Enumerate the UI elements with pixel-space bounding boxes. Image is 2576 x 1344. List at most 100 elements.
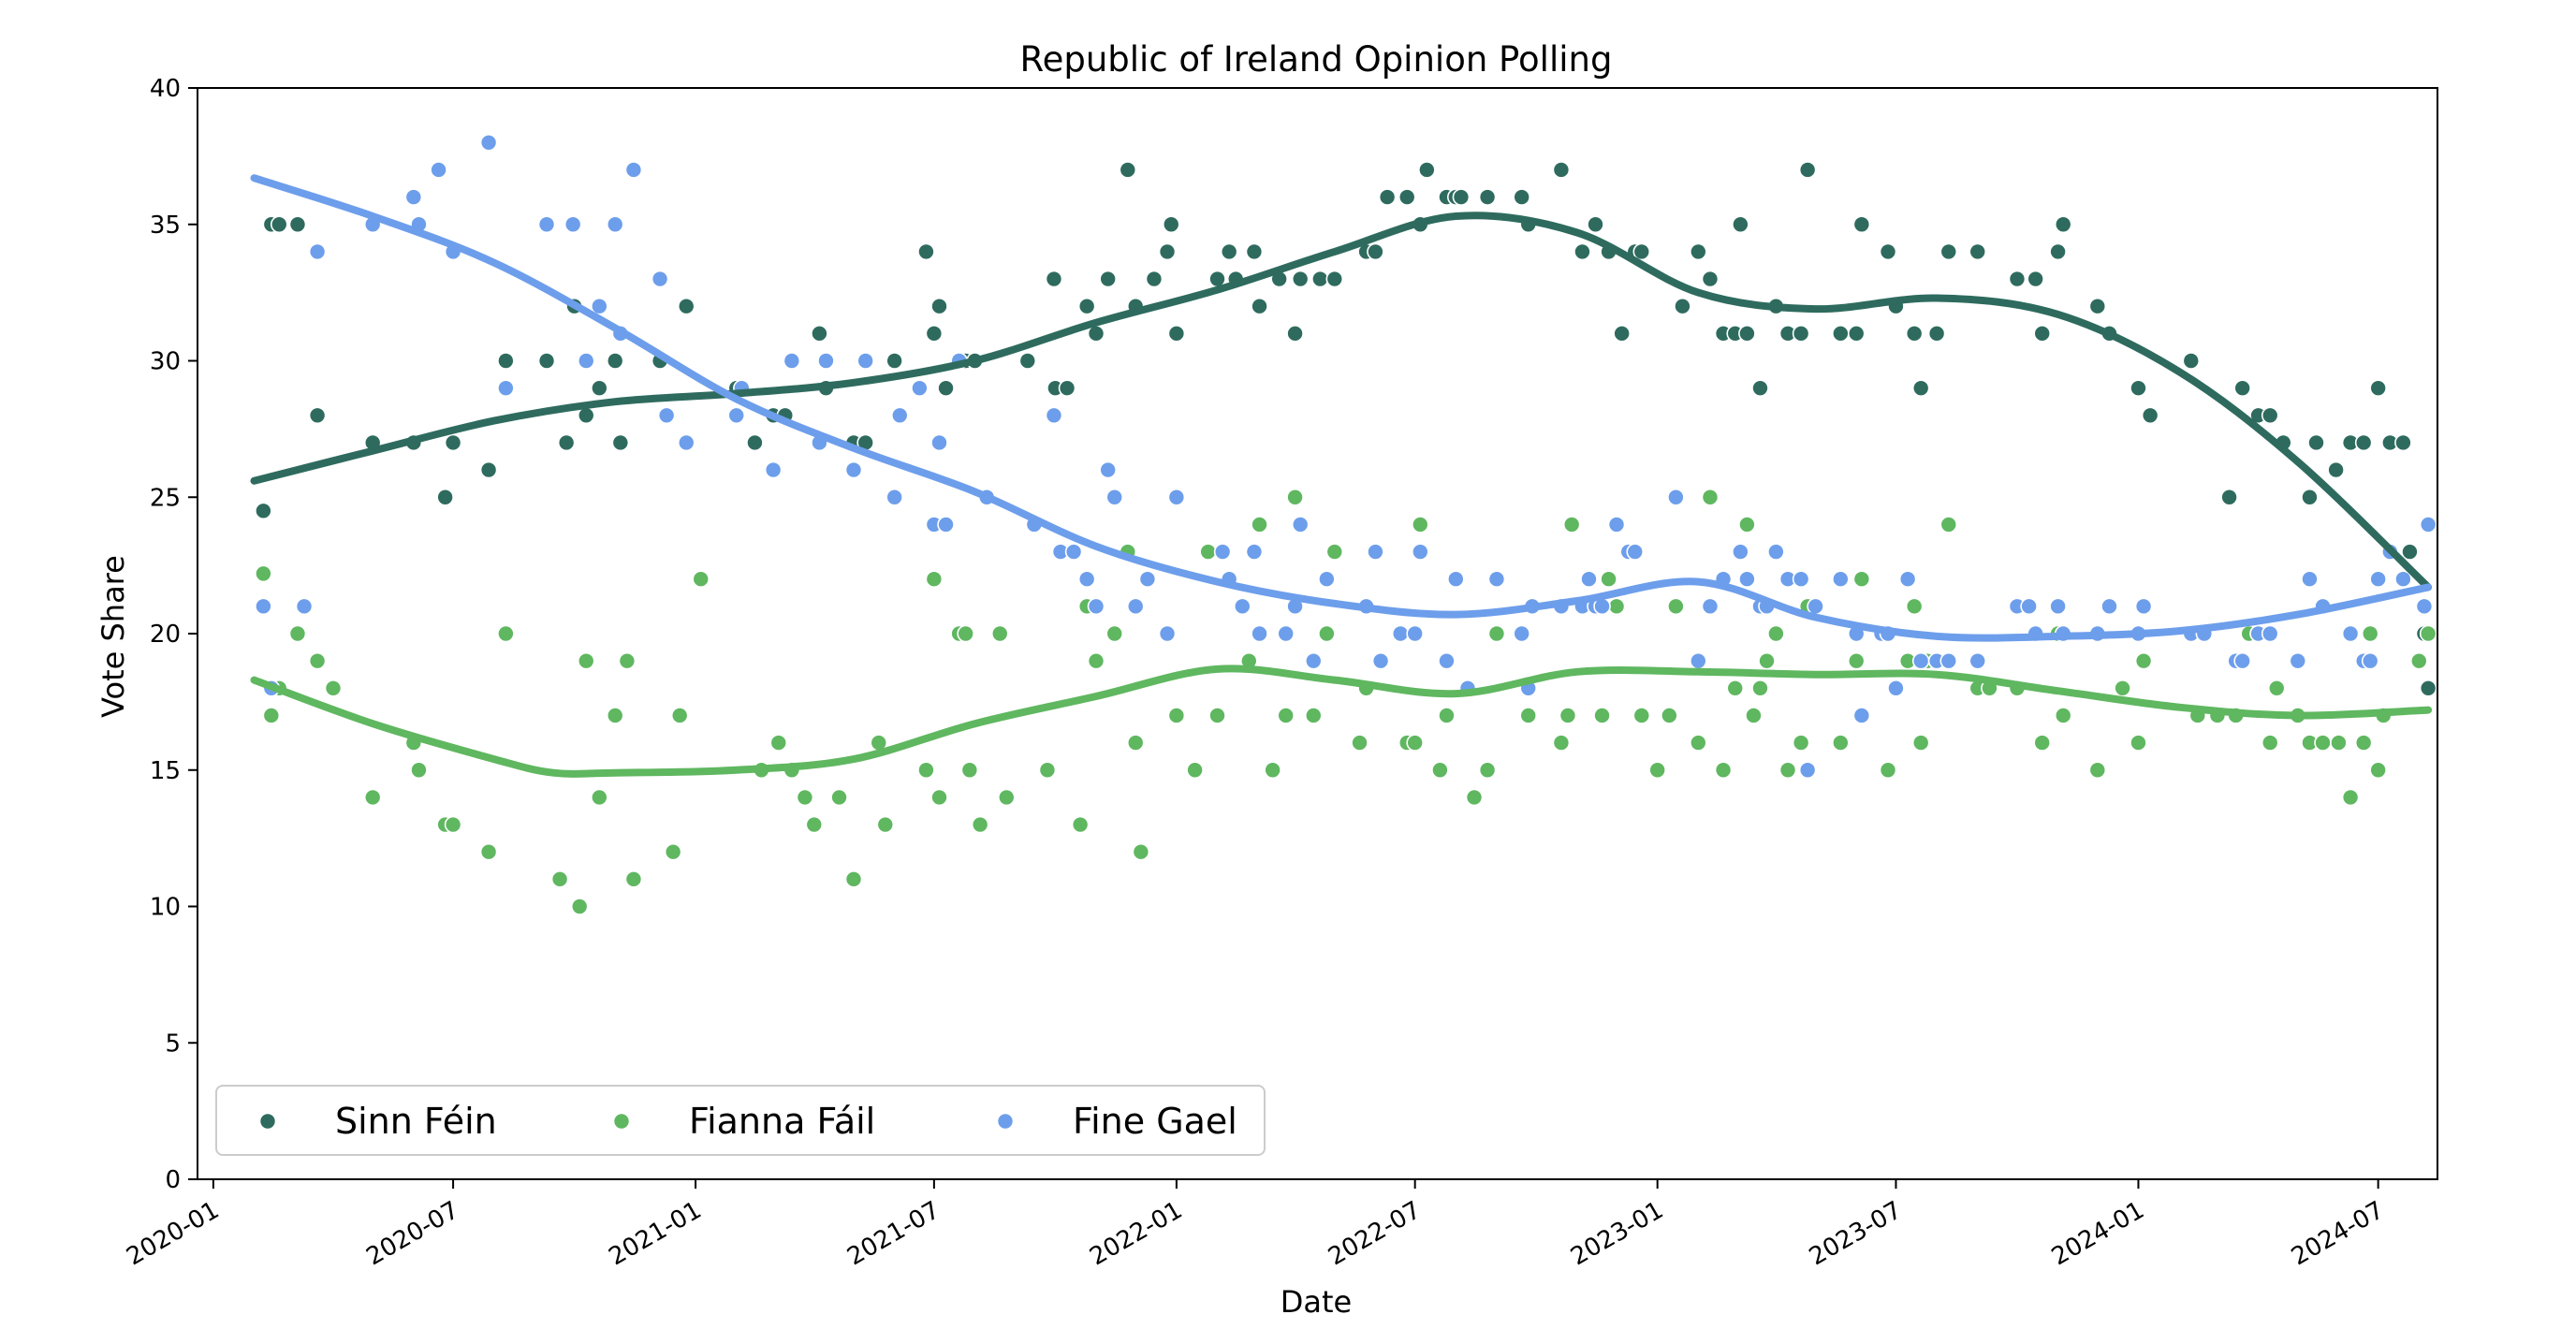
data-point	[1162, 215, 1180, 234]
data-point	[830, 788, 848, 807]
x-tick-label: 2021-01	[605, 1196, 707, 1271]
data-point	[2049, 242, 2067, 261]
data-point	[1245, 543, 1264, 561]
data-point	[805, 815, 824, 834]
data-point	[1071, 815, 1090, 834]
data-point	[255, 502, 272, 520]
data-point	[624, 161, 643, 179]
data-point	[1099, 460, 1117, 479]
data-point	[479, 842, 498, 861]
data-point	[1064, 543, 1083, 561]
data-point	[1580, 570, 1598, 589]
data-point	[844, 460, 863, 479]
data-point	[497, 379, 515, 397]
data-point	[651, 270, 669, 288]
data-point	[2033, 734, 2052, 752]
data-point	[1969, 651, 1987, 670]
data-point	[1251, 297, 1268, 315]
data-point	[1045, 406, 1063, 425]
data-point	[2419, 679, 2437, 697]
x-tick-label: 2021-07	[842, 1196, 944, 1271]
data-point	[1158, 624, 1177, 643]
data-point	[677, 433, 695, 452]
data-point	[1487, 570, 1506, 589]
data-point	[1264, 761, 1281, 780]
data-point	[1318, 624, 1336, 643]
data-point	[2419, 516, 2437, 533]
data-point	[2220, 488, 2238, 506]
data-point	[2134, 651, 2153, 670]
data-point	[1832, 734, 1850, 752]
data-point	[1939, 242, 1958, 261]
plot-area	[250, 134, 2437, 915]
data-point	[746, 433, 764, 452]
x-tick-label: 2024-01	[2047, 1196, 2149, 1271]
data-point	[876, 815, 895, 834]
chart-title: Republic of Ireland Opinion Polling	[1020, 39, 1613, 80]
data-point	[1138, 570, 1157, 589]
data-point	[1367, 543, 1384, 561]
data-point	[1778, 761, 1797, 780]
data-point	[1277, 707, 1295, 724]
data-point	[2233, 379, 2251, 397]
data-point	[1087, 597, 1105, 616]
data-point	[1607, 597, 1626, 616]
data-point	[1245, 242, 1264, 261]
data-point	[783, 352, 801, 370]
data-point	[2130, 734, 2147, 752]
data-point	[1758, 651, 1776, 670]
data-point	[2401, 543, 2419, 561]
data-point	[1751, 679, 1769, 697]
data-point	[1690, 651, 1707, 670]
data-point	[1058, 379, 1076, 397]
data-point	[255, 564, 272, 583]
data-point	[1251, 624, 1268, 643]
data-point	[2088, 761, 2107, 780]
y-axis-label: Vote Share	[95, 555, 131, 718]
x-tick-label: 2024-07	[2287, 1196, 2389, 1271]
data-point	[2361, 651, 2379, 670]
data-point	[2415, 597, 2434, 616]
data-point	[606, 352, 624, 370]
data-point	[497, 352, 515, 370]
data-point	[444, 433, 462, 452]
data-point	[404, 188, 423, 206]
data-point	[1119, 161, 1137, 179]
data-point	[657, 406, 676, 425]
data-point	[1220, 242, 1238, 261]
data-point	[1126, 597, 1145, 616]
data-point	[308, 651, 327, 670]
data-point	[2054, 215, 2072, 234]
data-point	[1105, 624, 1124, 643]
data-point	[570, 898, 589, 915]
x-tick-label: 2020-07	[361, 1196, 463, 1271]
data-point	[1701, 597, 1720, 616]
x-axis: 2020-01 2020-07 2021-01 2021-07 2022-01 2022-…	[122, 1179, 2389, 1271]
data-point	[1879, 761, 1897, 780]
data-point	[1847, 325, 1866, 343]
data-point	[930, 433, 948, 452]
data-point	[1667, 597, 1685, 616]
data-point	[2307, 433, 2325, 452]
data-point	[769, 734, 788, 752]
data-point	[670, 707, 689, 724]
data-point	[1167, 488, 1186, 506]
y-tick-label: 30	[150, 348, 181, 376]
data-point	[1478, 761, 1497, 780]
y-tick-label: 35	[150, 212, 181, 240]
data-point	[1751, 379, 1769, 397]
data-point	[1690, 242, 1707, 261]
data-point	[2130, 379, 2147, 397]
y-tick-label: 20	[150, 621, 181, 649]
data-point	[957, 624, 974, 643]
data-point	[1738, 570, 1756, 589]
data-point	[1418, 161, 1436, 179]
data-point	[1077, 297, 1096, 315]
data-point	[2341, 788, 2360, 807]
data-point	[1351, 734, 1368, 752]
data-point	[1304, 707, 1323, 724]
data-point	[1648, 761, 1666, 780]
data-point	[937, 379, 955, 397]
data-point	[1661, 707, 1678, 724]
data-point	[2267, 679, 2286, 697]
